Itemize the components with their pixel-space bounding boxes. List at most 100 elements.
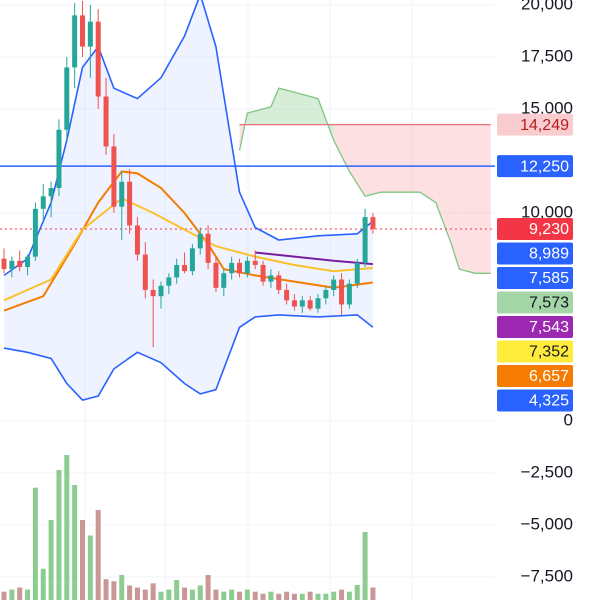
candle-body	[150, 289, 156, 297]
candle-body	[64, 67, 70, 130]
candle-body	[362, 217, 368, 263]
price-label-box	[497, 217, 573, 240]
volume-bar	[64, 455, 70, 600]
price-label: 7,543	[529, 319, 569, 336]
volume-bar	[17, 587, 23, 600]
candle-body	[346, 283, 352, 305]
volume-bar	[339, 589, 345, 600]
band-upper	[3, 0, 374, 277]
cloud-segment	[270, 88, 279, 125]
volume-bar	[213, 589, 219, 600]
y-tick-label: 20,000	[521, 0, 573, 13]
volume-bar	[299, 593, 305, 600]
price-label: 7,573	[529, 295, 569, 312]
volume-bar	[276, 593, 282, 600]
price-label-box	[497, 266, 573, 289]
candle-body	[142, 254, 148, 290]
price-label-box	[497, 113, 573, 136]
price-label: 14,249	[520, 117, 569, 134]
volume-bar	[32, 487, 38, 600]
candle-body	[323, 289, 329, 299]
candle-body	[189, 248, 195, 272]
candle-body	[197, 233, 203, 249]
cloud-segment	[380, 124, 421, 193]
candle-body	[32, 208, 38, 257]
candle-body	[127, 181, 133, 226]
volume-bar	[252, 591, 258, 600]
cloud-segment	[451, 124, 460, 270]
volume-bar	[150, 583, 156, 600]
price-label: 7,352	[529, 344, 569, 361]
candle-body	[252, 260, 258, 265]
vertical-grid	[84, 0, 413, 600]
volume-bar	[362, 531, 368, 600]
volume-bar	[284, 591, 290, 600]
volume-bar	[221, 591, 227, 600]
price-label-box	[497, 242, 573, 265]
volume-bar	[119, 575, 125, 600]
volume-bar	[1, 591, 7, 600]
cloud-segment	[278, 88, 295, 125]
candle-body	[268, 275, 274, 282]
candle-body	[331, 279, 337, 290]
candle-body	[103, 96, 109, 147]
candle-body	[72, 15, 78, 68]
cloud-segment	[475, 124, 491, 274]
price-label-box	[497, 364, 573, 387]
price-label-box	[497, 155, 573, 178]
volume-bar	[127, 585, 133, 600]
candle-body	[315, 298, 321, 309]
cloud-segment	[247, 106, 271, 125]
y-tick-label: −5,000	[521, 514, 573, 533]
price-label: 12,250	[520, 158, 569, 175]
volume-bar	[370, 587, 376, 600]
candle-body	[221, 273, 227, 288]
y-tick-label: 10,000	[521, 202, 573, 221]
cloud-segment	[365, 124, 381, 197]
candle-body	[205, 233, 211, 263]
candle-body	[284, 289, 290, 301]
volume-bar	[331, 591, 337, 600]
volume-bar	[307, 591, 313, 600]
volume-bar	[80, 519, 85, 600]
candle-body	[370, 217, 376, 229]
volume-bar	[260, 593, 266, 600]
y-tick-label: 17,500	[521, 46, 573, 65]
volume-bar	[244, 589, 250, 600]
candle-body	[174, 264, 180, 278]
price-label-box	[497, 340, 573, 363]
cloud-segment	[349, 124, 366, 197]
volume-bar	[189, 589, 195, 600]
volume-bar	[134, 587, 140, 600]
price-label: 7,585	[529, 270, 569, 287]
candle-body	[95, 21, 101, 97]
volume-bar	[166, 589, 172, 600]
candle-body	[291, 300, 297, 307]
volume-bar	[197, 585, 203, 600]
volume-bar	[56, 470, 62, 600]
volume-bar	[40, 568, 46, 600]
candle-body	[339, 279, 345, 305]
candle-body	[244, 260, 250, 274]
volume-bar	[291, 593, 297, 600]
cloud-segment	[459, 124, 475, 274]
candle-body	[213, 262, 219, 288]
price-label: 9,230	[529, 221, 569, 238]
price-label: 6,657	[529, 368, 569, 385]
candle-body	[1, 258, 7, 270]
candle-body	[229, 262, 235, 274]
candle-body	[25, 256, 31, 268]
volume-bar	[95, 509, 101, 600]
volume-bar	[9, 589, 15, 600]
volume-bar	[87, 535, 93, 600]
candle-body	[182, 264, 188, 272]
y-tick-label: −7,500	[521, 566, 573, 585]
cloud-segment	[294, 92, 318, 125]
candle-body	[119, 181, 125, 207]
candle-body	[56, 129, 62, 189]
candle-body	[158, 285, 164, 297]
volume-bar	[174, 580, 180, 600]
candle-body	[166, 277, 172, 286]
price-label: 8,989	[529, 246, 569, 263]
